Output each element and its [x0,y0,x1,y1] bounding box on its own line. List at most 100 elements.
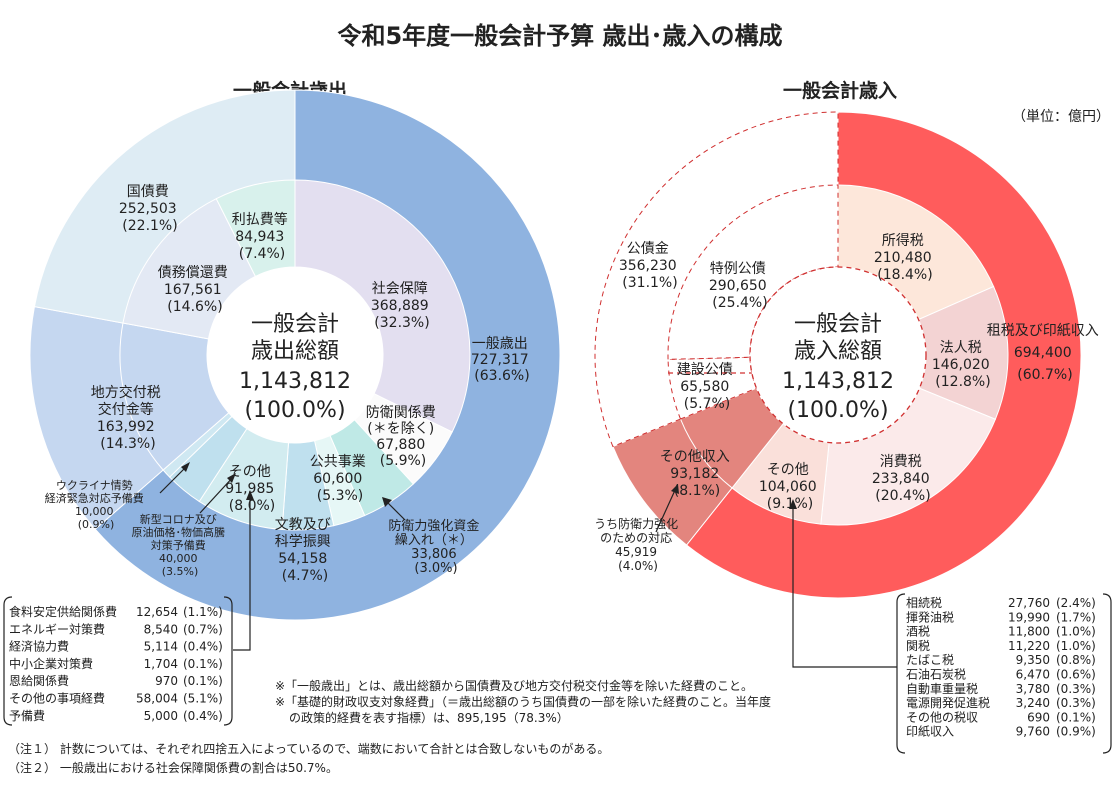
rev-breakdown-value-3: 11,220 [1008,639,1050,653]
rev-breakdown-name-8: その他の税収 [906,710,978,724]
exp-breakdown-pct-2: (0.4%) [183,640,223,654]
rev-breakdown-value-7: 3,240 [1016,696,1050,710]
label-hojinzei: 法人税 146,020 (12.8%) [932,340,994,390]
arrowhead-sonota-breakdown [246,490,254,500]
label-sozei: 租税及び印紙収入 694,400 (60.7%) [987,323,1103,383]
arrow-boei-kyoka-rev [655,487,677,533]
arrow-ukraine [159,464,189,494]
revenue-center-circle [750,267,926,443]
exp-breakdown-pct-6: (0.4%) [183,709,223,723]
bracket-sonota-breakdown [233,496,251,651]
rev-breakdown-pct-4: (0.8%) [1056,653,1096,667]
exp-breakdown-name-6: 予備費 [9,708,45,723]
rev-breakdown-name-5: 石油石炭税 [906,668,966,682]
rev-breakdown-pct-7: (0.3%) [1056,696,1096,710]
revenue-center-line2: 歳入総額 [794,339,882,364]
rev-breakdown-value-5: 6,470 [1016,668,1050,682]
label-ukraine: ウクライナ情勢 経済緊急対応予備費 10,000 (0.9%) [45,478,148,531]
label-kensetsu-kosai: 建設公債 65,580 (5.7%) [677,362,737,412]
arrowhead-boei-kyoka-rev [671,484,679,494]
revenue-chart-title: 一般会計歳入 [783,79,897,102]
exp-breakdown-value-1: 8,540 [144,622,178,636]
exp-breakdown-value-6: 5,000 [144,709,178,723]
label-saimu-shokan: 債務償還費 167,561 (14.6%) [158,265,232,315]
label-shohizei: 消費税 233,840 (20.4%) [872,454,934,504]
label-bunkyo: 文教及び 科学振興 54,158 (4.7%) [275,517,335,584]
label-kokyo-jigyo: 公共事業 60,600 (5.3%) [310,454,370,504]
footnote-chu2: （注２） 一般歳出における社会保障関係費の割合は50.7%。 [8,760,338,775]
rev-breakdown-name-3: 関税 [906,639,930,653]
footnote-kome2a: ※「基礎的財政収支対象経費」（＝歳出総額のうち国債費の一部を除いた経費のこと。当… [275,694,771,709]
rev-breakdown-name-0: 相続税 [906,596,942,610]
label-boei-kyoka-rev: うち防衛力強化 のための対応 45,919 (4.0%) [594,516,682,573]
expenditure-total: 1,143,812 [239,369,351,394]
label-ippan-saishutsu: 一般歳出 727,317 (63.6%) [471,336,533,384]
rev-breakdown-value-6: 3,780 [1016,682,1050,696]
revenue-breakdown-list: 相続税 27,760 (2.4%) 揮発油税 19,990 (1.7%) 酒税 11,800 (… [906,596,1096,739]
arrowhead-ukraine [181,462,190,472]
rev-breakdown-pct-9: (0.9%) [1056,725,1096,739]
rev-breakdown-pct-1: (1.7%) [1056,610,1096,624]
label-sonota-exp: その他 91,985 (8.0%) [225,464,278,514]
label-kokusaihi: 国債費 252,503 (22.1%) [119,184,181,234]
exp-breakdown-pct-0: (1.1%) [183,605,223,619]
rev-breakdown-name-7: 電源開発促進税 [906,696,990,710]
exp-breakdown-name-4: 恩給関係費 [9,673,69,688]
rev-breakdown-name-1: 揮発油税 [906,610,954,624]
expenditure-total-pct: (100.0%) [244,398,345,423]
exp-breakdown-value-0: 12,654 [136,605,178,619]
exp-breakdown-name-1: エネルギー対策費 [9,621,105,636]
rev-breakdown-pct-3: (1.0%) [1056,639,1096,653]
rev-breakdown-name-2: 酒税 [906,625,930,639]
rev-breakdown-value-0: 27,760 [1008,596,1050,610]
footnote-chu1: （注１） 計数については、それぞれ四捨五入によっているので、端数において合計とは… [8,741,609,756]
rev-breakdown-name-9: 印紙収入 [906,724,954,739]
rev-breakdown-name-4: たばこ税 [906,653,954,667]
rev-breakdown-pct-5: (0.6%) [1056,668,1096,682]
rev-breakdown-value-8: 690 [1027,710,1050,724]
label-shakai-hosho: 社会保障 368,889 (32.3%) [371,281,433,331]
exp-breakdown-name-5: その他の事項経費 [9,691,105,706]
label-boei: 防衛関係費 (＊を除く) 67,880 (5.9%) [366,405,440,469]
label-sonota-shunyu: その他収入 93,182 (8.1%) [660,449,734,499]
rev-breakdown-value-2: 11,800 [1008,625,1050,639]
exp-breakdown-value-5: 58,004 [136,692,178,706]
arrow-corona [199,475,235,514]
arrowhead-sonota-rev-breakdown [789,499,797,509]
exp-breakdown-pct-1: (0.7%) [183,622,223,636]
expenditure-donut [29,89,561,621]
rev-breakdown-left-brace [896,593,906,754]
rev-breakdown-value-9: 9,760 [1016,725,1050,739]
page-title: 令和5年度一般会計予算 歳出･歳入の構成 [337,22,782,50]
label-sonota-rev: その他 104,060 (9.1%) [759,462,821,512]
rev-breakdown-pct-2: (1.0%) [1056,625,1096,639]
label-boei-kyoka: 防衛力強化資金 繰入れ（＊） 33,806 (3.0%) [388,518,483,576]
revenue-donut [594,111,1082,599]
rev-breakdown-value-1: 19,990 [1008,610,1050,624]
rev-breakdown-value-4: 9,350 [1016,653,1050,667]
bracket-sonota-rev-breakdown [792,505,897,668]
label-shotokuzei: 所得税 210,480 (18.4%) [874,232,936,283]
exp-breakdown-name-2: 経済協力費 [9,639,69,654]
unit-label: （単位：億円） [1012,109,1110,125]
expenditure-center-circle [207,267,383,443]
expenditure-breakdown-list: 食料安定供給関係費 12,654 (1.1%) エネルギー対策費 8,540 (0.7%)… [9,604,223,723]
label-tokurei-kosai: 特例公債 290,650 (25.4%) [709,261,771,311]
expenditure-center-line2: 歳出総額 [251,339,339,364]
rev-breakdown-right-brace [1102,593,1112,754]
label-kosaikin: 公債金 356,230 (31.1%) [619,241,681,291]
rev-breakdown-name-6: 自動車重量税 [906,682,978,696]
rev-breakdown-pct-0: (2.4%) [1056,596,1096,610]
exp-breakdown-name-3: 中小企業対策費 [9,656,93,671]
rev-breakdown-pct-6: (0.3%) [1056,682,1096,696]
exp-breakdown-right-brace [223,596,233,726]
exp-breakdown-value-3: 1,704 [144,657,178,671]
exp-breakdown-pct-3: (0.1%) [183,657,223,671]
exp-breakdown-pct-4: (0.1%) [183,674,223,688]
exp-breakdown-value-4: 970 [155,674,178,688]
exp-breakdown-pct-5: (5.1%) [183,692,223,706]
label-corona: 新型コロナ及び 原油価格･物価高騰 対策予備費 40,000 (3.5%) [132,512,229,578]
revenue-total: 1,143,812 [782,369,894,394]
expenditure-center-line1: 一般会計 [251,312,339,337]
